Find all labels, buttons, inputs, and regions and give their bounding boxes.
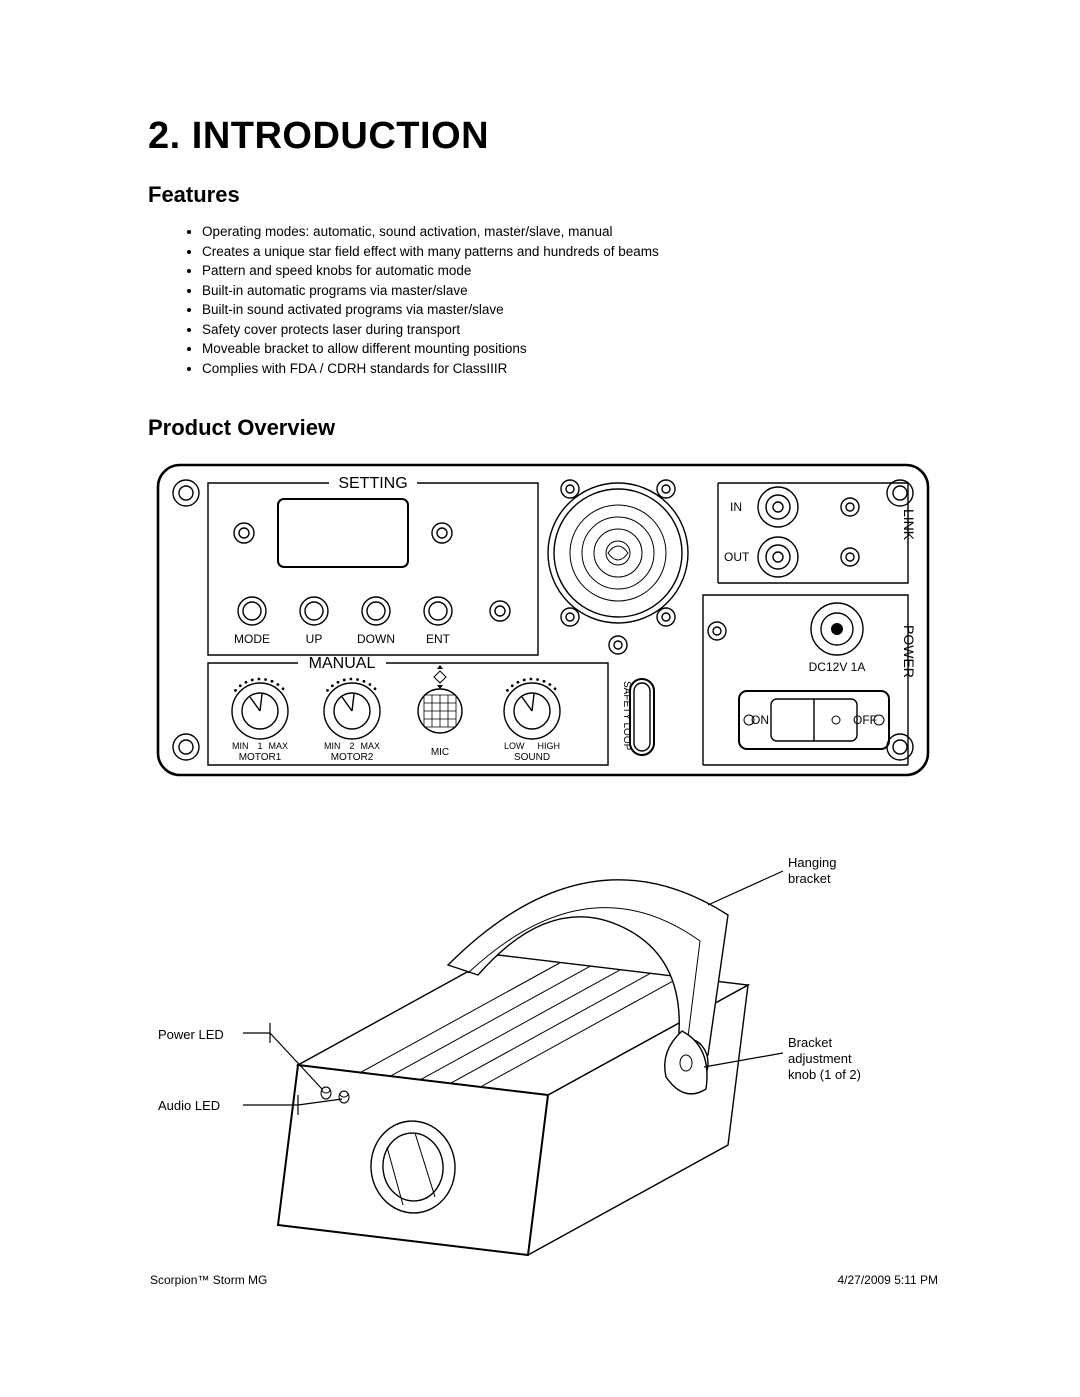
svg-text:MOTOR1: MOTOR1 (239, 752, 282, 763)
svg-text:HIGH: HIGH (538, 741, 561, 751)
svg-text:IN: IN (730, 500, 742, 514)
svg-text:2: 2 (349, 741, 354, 751)
svg-text:LOW: LOW (504, 741, 525, 751)
feature-item: Complies with FDA / CDRH standards for C… (202, 359, 940, 379)
section-number: 2. (148, 115, 181, 157)
svg-text:MIN: MIN (232, 741, 249, 751)
feature-item: Operating modes: automatic, sound activa… (202, 222, 940, 242)
svg-text:MIN: MIN (324, 741, 341, 751)
callout-hanging-bracket: Hangingbracket (788, 855, 878, 888)
device-diagram: Hangingbracket Bracketadjustmentknob (1 … (148, 815, 940, 1265)
svg-text:SETTING: SETTING (338, 475, 407, 492)
callout-bracket-knob: Bracketadjustmentknob (1 of 2) (788, 1035, 898, 1084)
svg-text:MIC: MIC (431, 747, 449, 758)
callout-audio-led: Audio LED (158, 1098, 238, 1114)
feature-item: Built-in automatic programs via master/s… (202, 281, 940, 301)
overview-heading: Product Overview (148, 415, 940, 441)
footer-timestamp: 4/27/2009 5:11 PM (837, 1273, 938, 1287)
svg-text:LINK: LINK (901, 509, 917, 541)
svg-text:MODE: MODE (234, 632, 270, 646)
feature-item: Built-in sound activated programs via ma… (202, 300, 940, 320)
svg-text:MANUAL: MANUAL (309, 655, 376, 672)
features-heading: Features (148, 182, 940, 208)
svg-text:SOUND: SOUND (514, 752, 550, 763)
section-title-text: INTRODUCTION (192, 115, 489, 157)
svg-text:DC12V 1A: DC12V 1A (809, 660, 866, 674)
svg-text:DOWN: DOWN (357, 632, 395, 646)
feature-item: Creates a unique star field effect with … (202, 242, 940, 262)
svg-text:POWER: POWER (901, 625, 917, 678)
svg-text:UP: UP (306, 632, 323, 646)
features-list: Operating modes: automatic, sound activa… (148, 222, 940, 379)
svg-text:OUT: OUT (724, 550, 750, 564)
page-footer: Scorpion™ Storm MG 4/27/2009 5:11 PM (148, 1273, 940, 1287)
footer-product: Scorpion™ Storm MG (150, 1273, 267, 1287)
feature-item: Moveable bracket to allow different moun… (202, 339, 940, 359)
svg-text:SAFETY LOOP: SAFETY LOOP (621, 681, 632, 751)
svg-text:MAX: MAX (268, 741, 288, 751)
callout-power-led: Power LED (158, 1027, 238, 1043)
svg-text:OFF: OFF (853, 713, 877, 727)
feature-item: Safety cover protects laser during trans… (202, 320, 940, 340)
svg-text:1: 1 (257, 741, 262, 751)
feature-item: Pattern and speed knobs for automatic mo… (202, 261, 940, 281)
svg-text:MOTOR2: MOTOR2 (331, 752, 374, 763)
rear-panel-diagram: SETTINGMODEUPDOWNENTMANUALMIN1MAXMOTOR1M… (148, 455, 940, 785)
section-title: 2. INTRODUCTION (148, 115, 940, 158)
svg-text:ENT: ENT (426, 632, 451, 646)
svg-text:MAX: MAX (360, 741, 380, 751)
